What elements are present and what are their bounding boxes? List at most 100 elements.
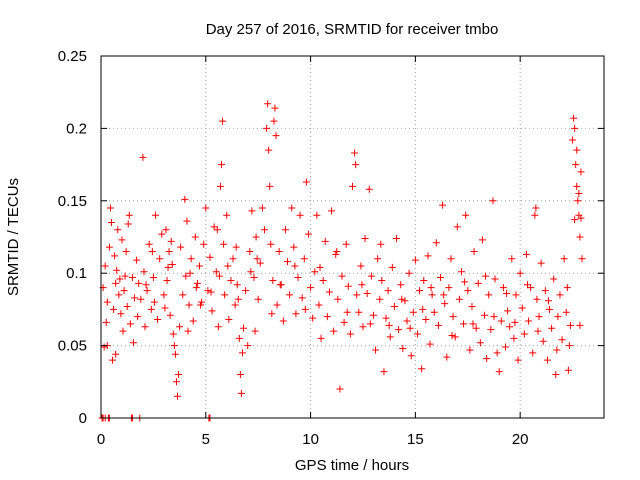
data-point <box>232 243 240 251</box>
data-point <box>445 284 453 292</box>
data-point <box>443 353 451 361</box>
data-point <box>124 220 132 228</box>
data-point <box>481 311 489 319</box>
data-point <box>440 291 448 299</box>
data-point <box>100 343 108 351</box>
data-point <box>187 255 195 263</box>
data-point <box>533 295 541 303</box>
data-point <box>142 281 150 289</box>
data-point <box>284 258 292 266</box>
data-point <box>511 318 519 326</box>
data-point <box>170 342 178 350</box>
data-point <box>179 291 187 299</box>
data-point <box>231 301 239 309</box>
data-point <box>577 168 585 176</box>
data-point <box>460 320 468 328</box>
y-tick-label: 0 <box>79 410 87 427</box>
data-point <box>398 295 406 303</box>
x-tick-label: 10 <box>302 431 319 448</box>
data-point <box>133 256 141 264</box>
data-point <box>353 291 361 299</box>
data-point <box>564 366 572 374</box>
data-point <box>448 331 456 339</box>
data-point <box>407 352 415 360</box>
data-point <box>112 350 120 358</box>
x-tick-label: 20 <box>512 431 529 448</box>
data-point <box>242 287 250 295</box>
data-point <box>184 327 192 335</box>
data-point <box>298 294 306 302</box>
grid-lines <box>101 56 604 418</box>
data-point <box>161 304 169 312</box>
data-point <box>116 275 124 283</box>
data-point <box>571 124 579 132</box>
data-point <box>455 295 463 303</box>
data-point <box>432 239 440 247</box>
data-point <box>358 281 366 289</box>
data-point <box>114 226 122 234</box>
data-point <box>288 204 296 212</box>
data-point <box>207 288 215 296</box>
data-point <box>573 146 581 154</box>
data-point <box>234 295 242 303</box>
data-point <box>566 321 574 329</box>
data-point <box>576 233 584 241</box>
data-point <box>550 275 558 283</box>
data-point <box>426 340 434 348</box>
data-point <box>468 303 476 311</box>
x-tick-label: 15 <box>407 431 424 448</box>
data-point <box>197 301 205 309</box>
data-point <box>376 295 384 303</box>
data-point <box>244 342 252 350</box>
data-point <box>531 211 539 219</box>
data-point <box>565 342 573 350</box>
data-point <box>316 263 324 271</box>
data-point <box>264 100 272 108</box>
data-point <box>352 161 360 169</box>
data-point <box>309 314 317 322</box>
data-point <box>382 314 390 322</box>
data-point <box>102 318 110 326</box>
data-point <box>319 276 327 284</box>
data-point <box>363 289 371 297</box>
data-point <box>434 321 442 329</box>
data-point <box>202 204 210 212</box>
x-tick-label: 5 <box>202 431 210 448</box>
data-point <box>332 250 340 258</box>
data-point <box>311 268 319 276</box>
data-point <box>267 240 275 248</box>
data-point <box>385 321 393 329</box>
data-point <box>270 117 278 125</box>
data-point <box>427 284 435 292</box>
data-point <box>271 104 279 112</box>
data-point <box>359 323 367 331</box>
data-point <box>365 185 373 193</box>
data-point <box>409 308 417 316</box>
data-point <box>419 305 427 313</box>
data-point <box>313 211 321 219</box>
data-point <box>134 313 142 321</box>
data-point <box>233 281 241 289</box>
data-point <box>240 324 248 332</box>
data-point <box>213 226 221 234</box>
data-point <box>483 355 491 363</box>
data-point <box>403 317 411 325</box>
data-point <box>406 324 414 332</box>
data-point <box>553 346 561 354</box>
data-point <box>470 247 478 255</box>
data-point <box>401 297 409 305</box>
data-point <box>510 334 518 342</box>
data-point <box>258 204 266 212</box>
data-point <box>171 350 179 358</box>
data-point <box>574 197 582 205</box>
data-point <box>372 346 380 354</box>
data-point <box>344 282 352 290</box>
data-point <box>110 305 118 313</box>
data-point <box>131 294 139 302</box>
data-point <box>214 323 222 331</box>
data-point <box>554 313 562 321</box>
data-point <box>328 207 336 215</box>
data-point <box>333 247 341 255</box>
data-point <box>466 346 474 354</box>
data-point <box>535 313 543 321</box>
